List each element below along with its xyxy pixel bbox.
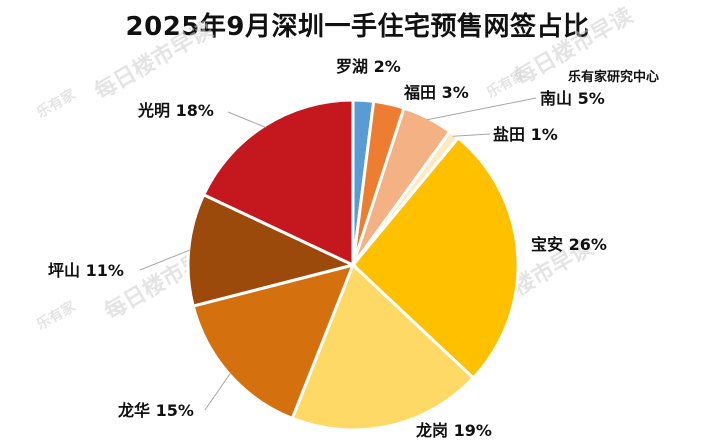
pie-slice-坪山 xyxy=(186,192,358,308)
slice-label: 龙华 15% xyxy=(117,401,194,420)
pie-slice-宝安 xyxy=(350,135,520,381)
leader-line xyxy=(204,372,232,411)
leader-line xyxy=(426,97,537,121)
slice-label: 光明 18% xyxy=(137,101,214,120)
leader-line xyxy=(227,111,266,128)
chart-title: 2025年9月深圳一手住宅预售网签占比 xyxy=(125,12,590,42)
watermark-slogan: 每日楼市早读 xyxy=(510,3,637,92)
slice-label: 盐田 1% xyxy=(493,125,558,144)
pie-slice-光明 xyxy=(201,98,355,268)
watermark-slogan: 每日楼市早读 xyxy=(90,17,217,106)
slice-label: 坪山 11% xyxy=(48,261,124,280)
slice-label: 龙岗 19% xyxy=(415,421,492,440)
slice-label: 福田 3% xyxy=(403,83,469,102)
slice-label: 宝安 26% xyxy=(531,235,607,254)
leader-line xyxy=(139,249,191,271)
leader-line xyxy=(452,133,491,137)
source-note: 乐有家研究中心 xyxy=(568,70,660,85)
slice-label: 罗湖 2% xyxy=(336,57,401,76)
watermark-brand: 乐有家 xyxy=(34,297,80,333)
slice-label: 南山 5% xyxy=(540,89,605,108)
watermark-brand: 乐有家 xyxy=(34,85,80,121)
